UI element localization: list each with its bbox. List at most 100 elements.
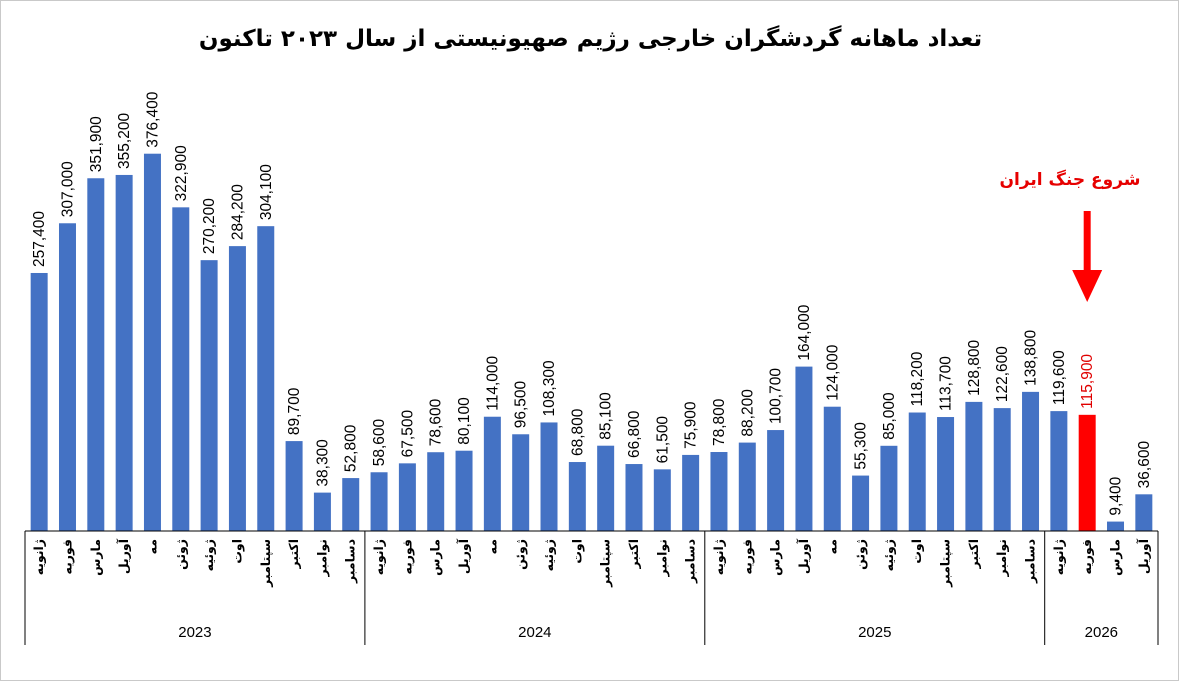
bar-14 xyxy=(427,452,445,531)
bar-3 xyxy=(115,174,133,531)
month-label-6: ژوئیه xyxy=(201,539,216,571)
bars-layer xyxy=(30,153,1153,532)
value-label-33: 128,800 xyxy=(966,339,983,395)
value-label-34: 122,600 xyxy=(994,346,1011,402)
value-label-10: 38,300 xyxy=(314,439,331,487)
bar-30 xyxy=(880,445,898,531)
bar-8 xyxy=(257,226,275,531)
month-label-36: ژانویه xyxy=(1051,539,1066,575)
value-label-25: 88,200 xyxy=(739,389,756,437)
year-label-2024: 2024 xyxy=(518,624,551,641)
bar-35 xyxy=(1022,391,1040,531)
value-label-22: 61,500 xyxy=(654,416,671,464)
month-label-13: فوریه xyxy=(399,539,414,575)
value-label-13: 67,500 xyxy=(399,410,416,458)
value-label-23: 75,900 xyxy=(683,401,700,449)
bar-39 xyxy=(1135,494,1153,531)
month-label-30: ژوئیه xyxy=(881,539,896,571)
bar-17 xyxy=(512,434,530,531)
value-label-30: 85,000 xyxy=(881,392,898,440)
bar-19 xyxy=(568,462,586,531)
month-label-14: مارس xyxy=(428,539,443,576)
value-label-37: 115,900 xyxy=(1079,354,1096,409)
month-label-26: مارس xyxy=(768,539,783,576)
month-label-32: سپتامبر xyxy=(938,539,953,588)
value-label-14: 78,600 xyxy=(428,398,445,446)
month-label-22: نوامبر xyxy=(654,539,669,577)
arrow-shaft xyxy=(1083,211,1091,271)
bar-1 xyxy=(58,223,76,531)
bar-11 xyxy=(342,478,360,531)
bar-25 xyxy=(738,442,756,531)
value-label-32: 113,700 xyxy=(938,356,955,411)
value-label-17: 96,500 xyxy=(513,380,530,428)
bar-16 xyxy=(483,416,501,531)
value-label-16: 114,000 xyxy=(484,355,501,410)
bar-6 xyxy=(200,260,218,531)
value-label-6: 270,200 xyxy=(201,198,218,254)
month-label-19: اوت xyxy=(569,539,584,564)
value-label-2: 351,900 xyxy=(88,116,105,172)
chart-title: تعداد ماهانه گردشگران خارجی رژیم صهیونیس… xyxy=(198,26,983,52)
month-label-11: دسامبر xyxy=(343,539,358,584)
value-label-18: 108,300 xyxy=(541,360,558,416)
bar-38 xyxy=(1107,521,1125,531)
month-label-16: مه xyxy=(484,539,499,554)
month-label-34: نوامبر xyxy=(994,539,1009,577)
bar-37 xyxy=(1078,414,1096,531)
value-label-35: 138,800 xyxy=(1023,329,1040,385)
value-label-4: 376,400 xyxy=(144,91,161,147)
bar-0 xyxy=(30,272,48,531)
value-label-39: 36,600 xyxy=(1136,441,1153,489)
value-label-15: 80,100 xyxy=(456,397,473,445)
bar-10 xyxy=(313,492,331,531)
bar-26 xyxy=(767,430,785,531)
bar-21 xyxy=(625,464,643,531)
year-label-2025: 2025 xyxy=(858,624,891,641)
month-label-23: دسامبر xyxy=(683,539,698,584)
bar-27 xyxy=(795,366,813,531)
value-label-24: 78,800 xyxy=(711,398,728,446)
bar-12 xyxy=(370,472,388,531)
month-label-10: نوامبر xyxy=(314,539,329,577)
value-label-29: 55,300 xyxy=(853,422,870,470)
year-label-2023: 2023 xyxy=(178,624,211,641)
month-label-35: دسامبر xyxy=(1023,539,1038,584)
war-start-annotation: شروع جنگ ایران xyxy=(999,170,1141,190)
bar-7 xyxy=(228,246,246,531)
bar-33 xyxy=(965,401,983,531)
month-label-5: ژوئن xyxy=(173,539,188,570)
bar-32 xyxy=(937,417,955,531)
bar-13 xyxy=(398,463,416,531)
month-label-38: مارس xyxy=(1108,539,1123,576)
axis-layer: ژانویه فوریه مارس آوریل مه ژوئن ژوئیه اوت سپتامب… xyxy=(24,530,1159,645)
value-label-21: 66,800 xyxy=(626,410,643,458)
value-label-7: 284,200 xyxy=(229,184,246,240)
bar-18 xyxy=(540,422,558,531)
bar-4 xyxy=(143,153,161,532)
bar-15 xyxy=(455,450,473,531)
month-label-0: ژانویه xyxy=(31,539,46,575)
month-label-21: اکتبر xyxy=(626,539,641,570)
value-label-20: 85,100 xyxy=(598,392,615,440)
bar-22 xyxy=(653,469,671,531)
value-labels-layer: 257,400 307,000 351,900 355,200 376,400 322,9… xyxy=(31,91,1153,515)
month-label-17: ژوئن xyxy=(513,539,528,570)
month-label-4: مه xyxy=(144,539,159,554)
value-label-28: 124,000 xyxy=(824,344,841,400)
month-label-24: ژانویه xyxy=(711,539,726,575)
bar-36 xyxy=(1050,411,1068,531)
month-label-9: اکتبر xyxy=(286,539,301,570)
month-label-2: مارس xyxy=(88,539,103,576)
value-label-36: 119,600 xyxy=(1051,350,1068,405)
bar-5 xyxy=(172,207,190,532)
value-label-1: 307,000 xyxy=(59,161,76,217)
bar-28 xyxy=(823,406,841,531)
value-label-19: 68,800 xyxy=(569,408,586,456)
value-label-12: 58,600 xyxy=(371,418,388,466)
month-label-25: فوریه xyxy=(739,539,754,575)
month-label-27: آوریل xyxy=(796,538,811,574)
bar-23 xyxy=(682,454,700,531)
month-label-28: مه xyxy=(824,539,839,554)
